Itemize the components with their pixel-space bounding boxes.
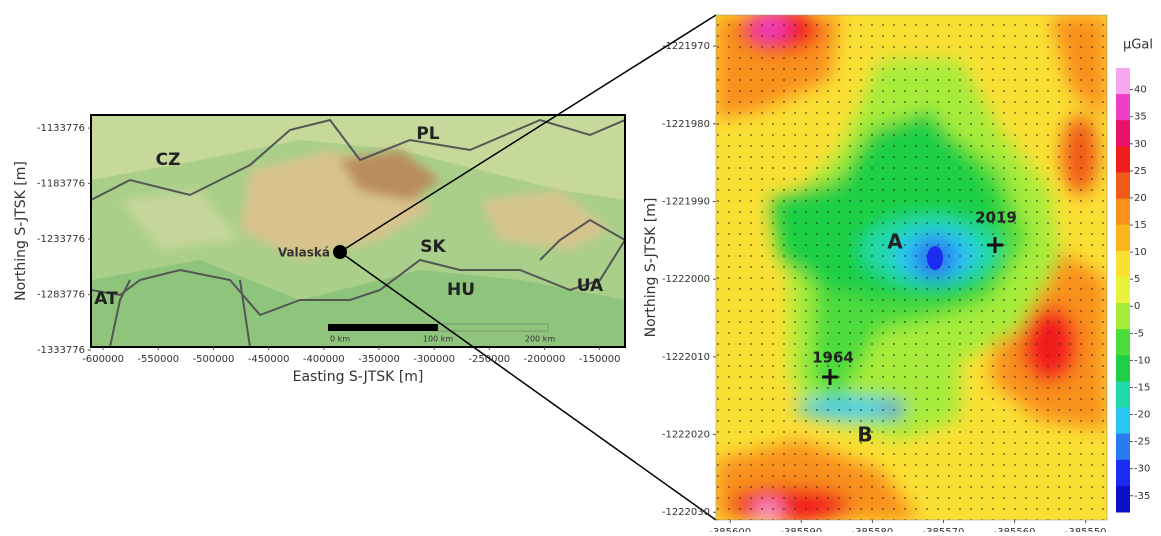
y-tick-label: -1221970 [662,41,710,52]
colorbar-tick-label: -25 [1134,437,1150,448]
scale-bar-label: 0 km [330,335,350,344]
colorbar-segment [1116,120,1130,147]
anomaly-label: A [887,230,903,254]
y-tick-label: -1283776 [37,290,85,301]
colorbar-tick-label: 20 [1134,193,1147,204]
y-tick-label: -1221990 [662,196,710,207]
colorbar-tick-label: -15 [1134,382,1150,393]
x-tick-label: -385590 [780,527,822,532]
x-tick-label: -550000 [137,354,179,365]
y-tick-label: -1133776 [37,123,85,134]
colorbar-segment [1116,225,1130,252]
colorbar-tick-label: 0 [1134,301,1140,312]
country-label: CZ [156,150,181,170]
colorbar-segment [1116,68,1130,95]
site-label: Valaská [278,246,330,260]
colorbar-segment [1116,460,1130,487]
y-tick-label: -1221980 [662,119,710,130]
anomaly-label: B [857,423,872,447]
y-tick-label: -1222020 [662,430,710,441]
country-label: AT [94,289,118,309]
colorbar-segment [1116,303,1130,330]
colorbar-segment [1116,408,1130,435]
x-tick-label: -500000 [193,354,235,365]
x-tick-label: -450000 [248,354,290,365]
colorbar-segment [1116,329,1130,356]
gravity-field [716,8,1107,523]
y-tick-label: -1222010 [662,352,710,363]
country-label: HU [447,280,475,300]
x-tick-label: -250000 [468,354,510,365]
x-tick-label: -385580 [852,527,894,532]
colorbar-tick-label: 5 [1134,274,1140,285]
colorbar-tick-label: 10 [1134,247,1147,258]
scale-bar-label: 200 km [525,335,555,344]
y-tick-label: -1222000 [662,274,710,285]
country-label: SK [420,237,446,257]
x-tick-label: -350000 [358,354,400,365]
x-tick-label: -385550 [1065,527,1107,532]
colorbar-segment [1116,381,1130,408]
colorbar-segment [1116,434,1130,461]
x-tick-label: -400000 [303,354,345,365]
y-tick-label: -1183776 [37,179,85,190]
colorbar-segment [1116,277,1130,304]
figure: -600000-550000-500000-450000-400000-3500… [0,0,1161,532]
y-axis-label: Northing S-JTSK [m] [643,198,659,338]
colorbar-tick-label: 40 [1134,85,1147,96]
colorbar-segment [1116,94,1130,121]
point-label: 1964 [812,349,854,367]
site-marker [333,245,347,259]
scale-bar [328,324,438,331]
x-tick-label: -385560 [994,527,1036,532]
page: -600000-550000-500000-450000-400000-3500… [0,0,1161,536]
x-tick-label: -200000 [524,354,566,365]
colorbar-tick-label: -10 [1134,355,1150,366]
colorbar-segment [1116,172,1130,199]
colorbar-tick-label: 25 [1134,166,1147,177]
y-tick-label: -1333776 [37,345,85,356]
x-tick-label: -385570 [923,527,965,532]
y-tick-label: -1222030 [662,507,710,518]
colorbar-segment [1116,251,1130,278]
point-label: 2019 [975,209,1017,227]
scale-bar-label: 100 km [423,335,453,344]
y-tick-label: -1233776 [37,234,85,245]
colorbar-segment [1116,355,1130,382]
colorbar-tick-label: 35 [1134,112,1147,123]
x-tick-label: -150000 [579,354,621,365]
colorbar-tick-label: 15 [1134,220,1147,231]
x-tick-label: -600000 [82,354,124,365]
colorbar-tick-label: 30 [1134,139,1147,150]
y-axis-label: Northing S-JTSK [m] [13,161,29,301]
colorbar-segment [1116,486,1130,513]
colorbar-unit: µGal [1123,38,1153,53]
country-label: PL [416,124,439,144]
x-tick-label: -300000 [413,354,455,365]
x-axis-label: Easting S-JTSK [m] [293,369,424,385]
colorbar-tick-label: -20 [1134,410,1150,421]
colorbar-segment [1116,146,1130,173]
colorbar-tick-label: -5 [1134,328,1144,339]
colorbar-tick-label: -30 [1134,464,1150,475]
country-label: UA [577,276,604,296]
x-tick-label: -385600 [709,527,751,532]
colorbar-tick-label: -35 [1134,491,1150,502]
colorbar-segment [1116,199,1130,226]
